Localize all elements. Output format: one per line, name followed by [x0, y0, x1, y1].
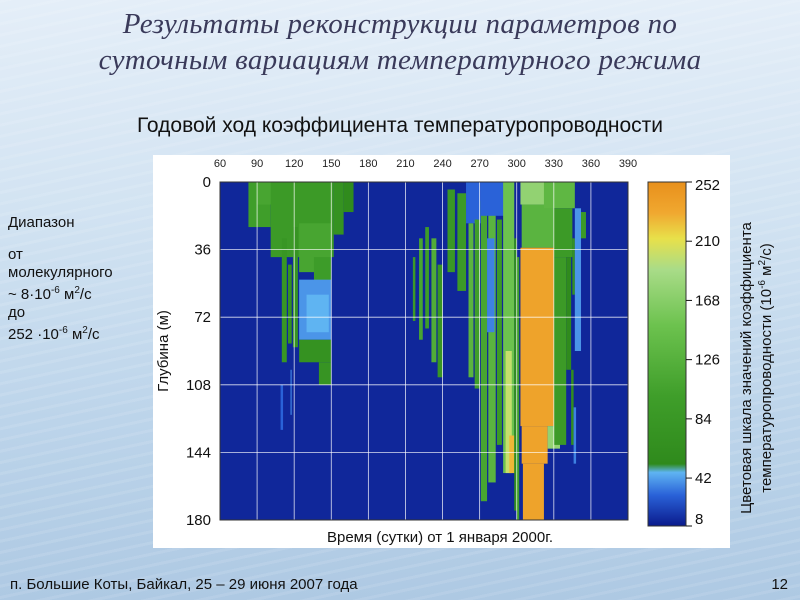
heatmap-cell-27 [488, 193, 496, 483]
x-axis-label: Время (сутки) от 1 января 2000г. [327, 529, 553, 546]
chart-subtitle: Годовой ход коэффициента температуропров… [136, 114, 664, 137]
heatmap-cell-11 [306, 294, 329, 333]
x-tick-11: 390 [619, 158, 637, 170]
footer-location: п. Большие Коты, Байкал, 25 – 29 июня 20… [10, 576, 358, 593]
x-tick-labels: 60 90 120 150 180 210 240 270 300 330 360 390 [214, 158, 637, 170]
x-tick-5: 210 [396, 158, 414, 170]
y-tick-4: 144 [186, 444, 211, 461]
range-note-line3: молекулярного [8, 264, 113, 281]
heatmap-cell-4 [343, 182, 354, 213]
heatmap-cell-21 [447, 189, 455, 273]
x-tick-4: 180 [359, 158, 377, 170]
heatmap-cell-32 [505, 351, 512, 474]
heatmap-cell-3 [333, 182, 344, 235]
heatmap-cell-18 [425, 227, 429, 329]
x-tick-9: 330 [545, 158, 563, 170]
heatmap-cell-39 [553, 208, 573, 258]
heatmap-cell-35 [516, 257, 520, 520]
x-tick-2: 120 [285, 158, 303, 170]
heatmap-cell-42 [522, 463, 544, 520]
heatmap-cell-46 [572, 238, 575, 295]
slide-title-line2: суточным вариациям температурного режима [98, 44, 702, 76]
heatmap-cell-15 [290, 369, 292, 415]
y-tick-3: 108 [186, 377, 211, 394]
plot-frame [219, 181, 629, 521]
colorbar-tick-5: 42 [695, 470, 712, 487]
heatmap-cell-9 [292, 227, 298, 348]
heatmap-cell-16 [412, 257, 416, 321]
heatmap-cell-49 [574, 208, 582, 351]
heatmap-cell-25 [474, 219, 480, 389]
heatmap-cell-23 [466, 182, 481, 224]
heatmap-cell-45 [566, 257, 572, 370]
heatmap-cell-34 [514, 238, 517, 511]
heatmap-cell-48 [573, 407, 577, 464]
heatmap-cell-33 [509, 435, 515, 474]
heatmap-cell-37 [521, 204, 554, 248]
heatmap-cell-31 [503, 182, 515, 474]
heatmap-cell-50 [581, 212, 586, 239]
heatmap-cell-44 [553, 257, 567, 445]
x-tick-0: 60 [214, 158, 226, 170]
slide-title: Результаты реконструкции параметров по с… [0, 6, 800, 78]
colorbar-tick-4: 84 [695, 411, 712, 428]
range-note-line1: Диапазон [8, 214, 75, 231]
heatmap-cell-24 [468, 223, 474, 378]
heatmap-cell-40 [520, 247, 554, 427]
heatmap-cell-26 [480, 200, 488, 502]
y-tick-1: 36 [194, 242, 211, 259]
y-tick-2: 72 [194, 309, 211, 326]
colorbar-label-line1: Цветовая шкала значений коэффициента [738, 221, 755, 513]
heatmap-cell-41 [521, 426, 548, 464]
slide-title-line1: Результаты реконструкции параметров по [122, 8, 678, 40]
grid-lines [220, 182, 628, 520]
x-tick-3: 150 [322, 158, 340, 170]
slide-number: 12 [771, 576, 788, 593]
colorbar-tick-3: 126 [695, 352, 720, 369]
heatmap-cell-22 [457, 193, 467, 291]
heatmap-cell-38 [543, 182, 575, 209]
x-tick-6: 240 [433, 158, 451, 170]
y-tick-0: 0 [203, 174, 211, 191]
range-note-line4: ~ 8·10-6 м2/с [8, 285, 92, 303]
heatmap-cell-17 [419, 238, 423, 340]
range-note-line5: до [8, 304, 26, 321]
y-tick-5: 180 [186, 512, 211, 529]
colorbar-tick-6: 8 [695, 511, 703, 528]
heatmap-cell-13 [318, 362, 332, 385]
y-tick-labels: 0 36 72 108 144 180 [186, 174, 211, 529]
x-tick-7: 270 [470, 158, 488, 170]
heatmap-cells [248, 182, 586, 520]
heatmap-cell-12 [299, 339, 332, 363]
x-tick-1: 90 [251, 158, 263, 170]
range-note: Диапазон от молекулярного ~ 8·10-6 м2/с … [8, 214, 158, 344]
heatmap-cell-8 [288, 264, 292, 344]
heatmap-cell-30 [487, 238, 495, 333]
colorbar-tick-2: 168 [695, 292, 720, 309]
heatmap-cell-14 [280, 384, 284, 430]
heatmap-cell-20 [437, 264, 443, 378]
colorbar-tick-0: 252 [695, 177, 720, 194]
heatmap-cell-28 [496, 219, 502, 445]
x-tick-10: 360 [582, 158, 600, 170]
x-tick-8: 300 [508, 158, 526, 170]
colorbar [647, 181, 687, 527]
range-note-line2: от [8, 246, 23, 263]
range-note-line6: 252 ·10-6 м2/с [8, 325, 100, 343]
heatmap-cell-19 [431, 238, 437, 363]
colorbar-tick-1: 210 [695, 233, 720, 250]
y-axis-label: Глубина (м) [155, 310, 172, 392]
colorbar-ticks: 252 210 168 126 84 42 8 [686, 177, 720, 528]
heatmap-cell-47 [571, 369, 574, 445]
colorbar-label-line2: температуропроводности (10-6 м2/с) [757, 243, 775, 492]
heatmap-cell-7 [281, 238, 287, 363]
